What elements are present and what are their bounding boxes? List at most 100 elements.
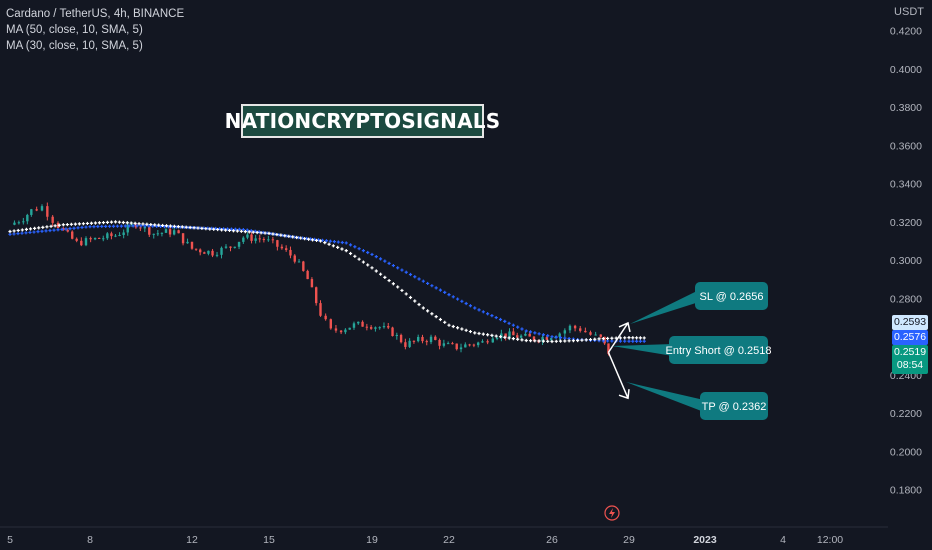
ma-point <box>426 281 430 286</box>
ma-point <box>635 336 639 340</box>
ma-point <box>239 229 243 233</box>
candle-body <box>315 287 318 304</box>
ma-point <box>503 319 507 323</box>
ma-point <box>631 339 635 343</box>
ma-point <box>253 229 257 233</box>
callout-tp[interactable]: TP @ 0.2362 <box>626 382 768 420</box>
ma-point <box>464 301 468 306</box>
ma-point <box>481 310 485 314</box>
ma-point <box>638 339 642 343</box>
ma-point <box>20 228 24 232</box>
callout-sl[interactable]: SL @ 0.2656 <box>630 282 768 324</box>
candle-body <box>177 230 180 234</box>
ma-point <box>20 231 24 235</box>
ma-point <box>8 229 12 234</box>
ma-point <box>361 260 366 264</box>
time-tick-label: 5 <box>7 534 13 546</box>
candle-body <box>425 341 428 343</box>
ma-point <box>247 230 251 234</box>
candle-body <box>186 241 189 244</box>
candle-body <box>118 235 121 237</box>
candle-body <box>289 249 292 256</box>
candle-body <box>51 216 54 223</box>
candle-body <box>348 327 351 330</box>
ma-point <box>494 315 498 320</box>
ma-point <box>430 312 434 316</box>
price-tick-label: 0.3200 <box>890 217 922 229</box>
price-axis: 0.4200 0.4000 0.3800 0.3600 0.3400 0.3200 0.30… <box>890 26 922 497</box>
ma-point <box>139 224 143 228</box>
time-tick-label: 2023 <box>693 534 717 546</box>
callout-entry[interactable]: Entry Short @ 0.2518 <box>612 336 771 364</box>
ma-point <box>101 220 106 225</box>
ma-point <box>49 224 53 228</box>
ma-point <box>113 220 118 224</box>
ma-point <box>490 314 494 318</box>
candle-body <box>434 336 437 340</box>
ma-point <box>208 227 212 231</box>
ma-point <box>32 230 36 234</box>
candle-body <box>404 342 407 347</box>
ma-point <box>494 334 498 338</box>
price-tick-label: 0.3600 <box>890 140 922 152</box>
candle-body <box>22 221 25 223</box>
ma-point <box>601 336 605 341</box>
ma-point <box>642 336 646 340</box>
candle-body <box>130 224 134 226</box>
ma-point <box>507 321 511 325</box>
ma-point <box>546 334 550 338</box>
ma-point <box>357 247 361 251</box>
ma-point <box>131 224 135 228</box>
ma-point <box>16 228 20 233</box>
last-price-value: 0.2519 <box>893 346 927 358</box>
ma-point <box>68 226 72 231</box>
candle-body <box>421 336 424 342</box>
ma-point <box>451 324 455 329</box>
ma-point <box>627 339 631 343</box>
ma-point <box>455 326 460 330</box>
price-tick-label: 0.3000 <box>890 255 922 267</box>
ma-point <box>623 339 627 343</box>
ma-point <box>528 339 533 343</box>
symbol-title[interactable]: Cardano / TetherUS, 4h, BINANCE <box>6 8 185 20</box>
ma-point <box>65 222 69 227</box>
ma-point <box>400 288 404 293</box>
ma-point <box>348 243 353 247</box>
flash-icon[interactable] <box>604 505 620 521</box>
ma-point <box>241 227 245 232</box>
ma-point <box>391 282 395 286</box>
ma-point <box>576 338 580 343</box>
chart-legend: Cardano / TetherUS, 4h, BINANCE MA (50, … <box>6 6 184 54</box>
bar-countdown: 08:54 <box>896 359 924 371</box>
ma-point <box>490 333 494 338</box>
ma-point <box>391 263 395 268</box>
time-tick-label: 8 <box>87 534 93 546</box>
ma-point <box>33 226 37 230</box>
candle-body <box>516 335 519 338</box>
indicator-ma50-label[interactable]: MA (50, close, 10, SMA, 5) <box>6 24 143 36</box>
ma-point <box>460 327 464 331</box>
candle-body <box>242 237 245 242</box>
candle-body <box>250 234 253 241</box>
candle-body <box>276 240 279 247</box>
ma-point <box>77 222 81 226</box>
ma-point <box>56 228 60 232</box>
ma-point <box>473 306 477 310</box>
ma-series <box>8 224 646 343</box>
ma-point <box>80 225 84 230</box>
candle-body <box>13 222 16 225</box>
ma-point <box>404 292 408 296</box>
ma-point <box>635 339 639 343</box>
ma-point <box>353 254 357 258</box>
candle-body <box>491 338 494 343</box>
ma-point <box>618 336 623 340</box>
ma-point <box>283 234 287 238</box>
indicator-ma30-label[interactable]: MA (30, close, 10, SMA, 5) <box>6 40 143 52</box>
candle-body <box>528 333 531 337</box>
candle-body <box>297 261 301 263</box>
ma-point <box>200 226 204 230</box>
ma-point <box>36 230 40 234</box>
candle-body <box>442 343 446 346</box>
